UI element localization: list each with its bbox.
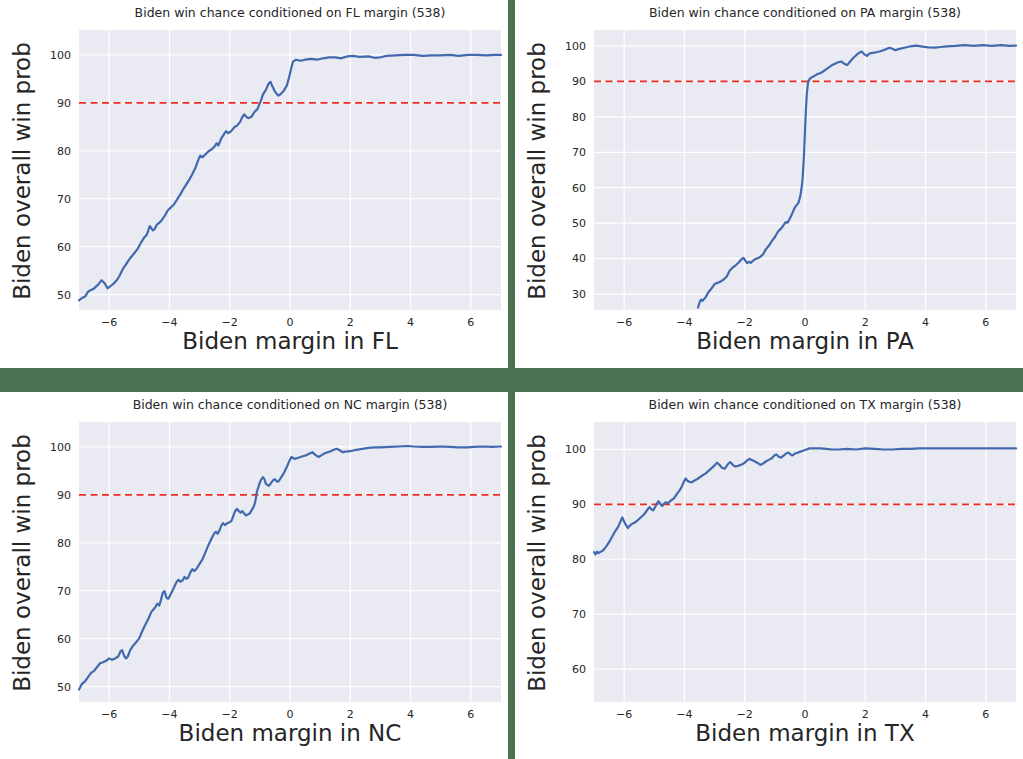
- y-tick-label: 100: [565, 40, 586, 53]
- y-tick-label: 50: [572, 217, 586, 230]
- horizontal-divider: [0, 368, 1023, 392]
- y-tick-label: 90: [572, 498, 586, 511]
- y-tick-label: 90: [57, 97, 71, 110]
- plot-area: 60708090100−6−4−20246: [515, 392, 1023, 759]
- y-tick-label: 100: [50, 441, 71, 454]
- y-tick-label: 40: [572, 252, 586, 265]
- y-tick-label: 60: [572, 182, 586, 195]
- y-tick-label: 80: [572, 553, 586, 566]
- y-tick-label: 70: [572, 608, 586, 621]
- tx-chart-panel: Biden win chance conditioned on TX margi…: [515, 392, 1023, 759]
- y-tick-label: 60: [57, 241, 71, 254]
- x-axis-label: Biden margin in PA: [594, 328, 1016, 354]
- y-tick-label: 70: [57, 193, 71, 206]
- y-tick-label: 80: [572, 111, 586, 124]
- y-tick-label: 30: [572, 288, 586, 301]
- y-tick-label: 80: [57, 537, 71, 550]
- y-tick-label: 90: [572, 75, 586, 88]
- figure-grid: Biden win chance conditioned on FL margi…: [0, 0, 1023, 759]
- y-tick-label: 50: [57, 289, 71, 302]
- y-tick-label: 60: [572, 663, 586, 676]
- nc-chart-panel: Biden win chance conditioned on NC margi…: [0, 392, 508, 759]
- plot-area: 5060708090100−6−4−20246: [0, 392, 508, 759]
- y-tick-label: 100: [565, 443, 586, 456]
- x-axis-label: Biden margin in NC: [79, 720, 501, 746]
- x-axis-label: Biden margin in TX: [594, 720, 1016, 746]
- y-tick-label: 80: [57, 145, 71, 158]
- y-tick-label: 50: [57, 681, 71, 694]
- plot-area: 30405060708090100−6−4−20246: [515, 0, 1023, 368]
- fl-chart-panel: Biden win chance conditioned on FL margi…: [0, 0, 508, 368]
- y-tick-label: 70: [57, 585, 71, 598]
- y-tick-label: 60: [57, 633, 71, 646]
- plot-area: 5060708090100−6−4−20246: [0, 0, 508, 368]
- y-tick-label: 100: [50, 49, 71, 62]
- x-axis-label: Biden margin in FL: [79, 328, 501, 354]
- y-tick-label: 90: [57, 489, 71, 502]
- y-tick-label: 70: [572, 146, 586, 159]
- pa-chart-panel: Biden win chance conditioned on PA margi…: [515, 0, 1023, 368]
